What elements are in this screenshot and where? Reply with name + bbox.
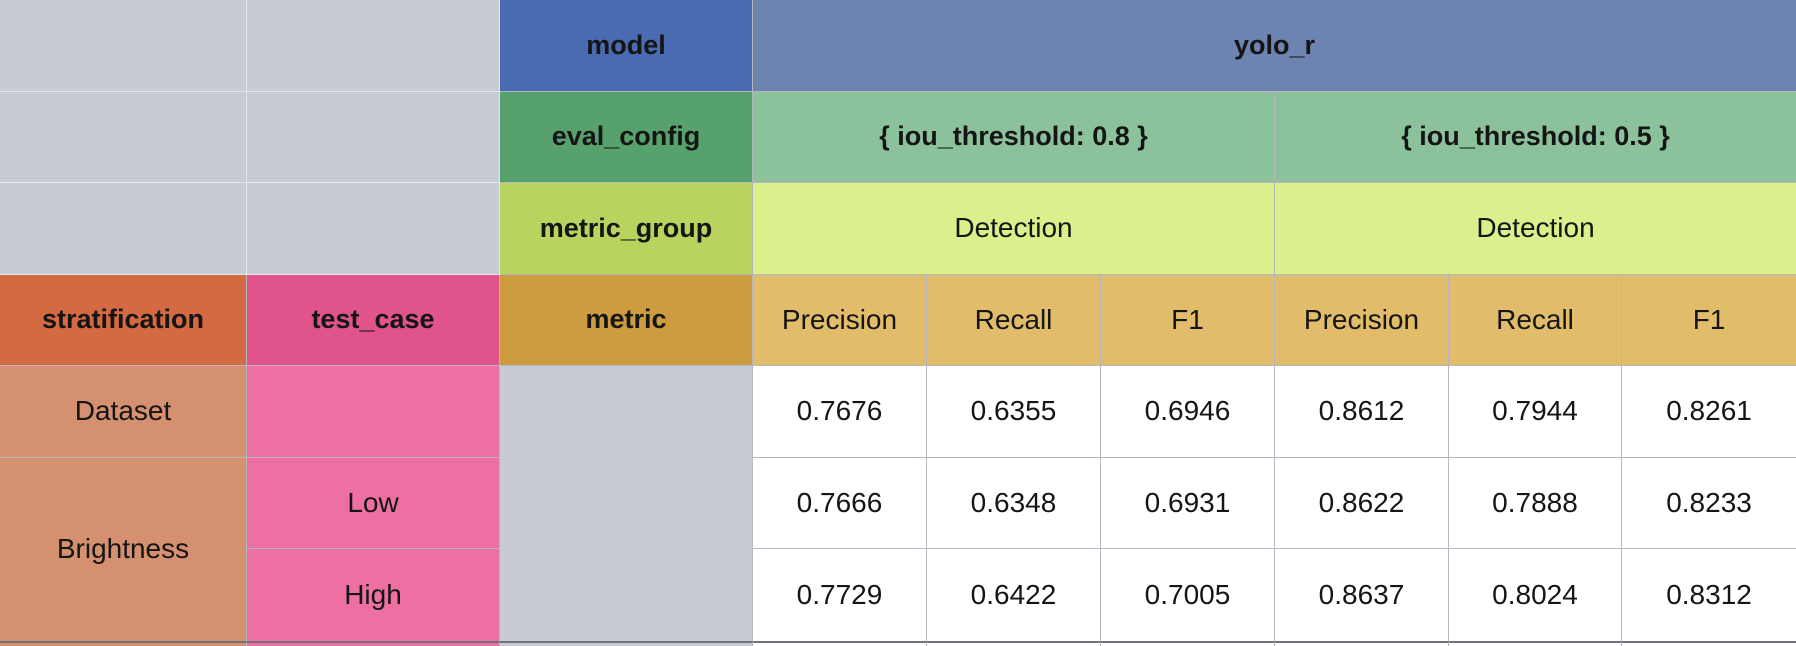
value-cell: 0.8312	[1622, 549, 1796, 641]
metric-group-value-cell: Detection	[1275, 183, 1796, 275]
corner-blank-cell	[247, 91, 500, 183]
test-case-cell: High	[247, 549, 500, 641]
value-cell: 0.7676	[753, 366, 927, 458]
corner-blank-cell	[247, 183, 500, 275]
value-cell: 0.6355	[927, 366, 1101, 458]
value-cell: 0.8024	[1449, 549, 1622, 641]
value-cell: 0.7666	[753, 457, 927, 549]
metric-group-label-cell: metric_group	[500, 183, 753, 275]
metric-column-header: Recall	[927, 274, 1101, 366]
metric-column-header: Precision	[753, 274, 927, 366]
clipped-cell	[500, 640, 753, 646]
eval-config-value-cell: { iou_threshold: 0.5 }	[1275, 91, 1796, 183]
clipped-cell	[927, 640, 1101, 646]
value-cell: 0.8622	[1275, 457, 1449, 549]
value-cell: 0.8612	[1275, 366, 1449, 458]
eval-config-value-cell: { iou_threshold: 0.8 }	[753, 91, 1275, 183]
corner-blank-cell	[0, 91, 247, 183]
corner-blank-cell	[0, 183, 247, 275]
clipped-cell	[247, 640, 500, 646]
value-cell: 0.7005	[1101, 549, 1275, 641]
clipped-cell	[1449, 640, 1622, 646]
value-cell: 0.8637	[1275, 549, 1449, 641]
metric-column-header: Recall	[1449, 274, 1622, 366]
metric-span-cell	[500, 366, 753, 641]
metric-column-header: F1	[1101, 274, 1275, 366]
data-row-dataset: Dataset 0.7676 0.6355 0.6946 0.8612 0.79…	[0, 366, 1796, 641]
clipped-next-row	[0, 640, 1796, 646]
metric-column-header: F1	[1622, 274, 1796, 366]
corner-blank-cell	[247, 0, 500, 92]
data-row-brightness-low: Brightness Low 0.7666 0.6348 0.6931 0.86…	[0, 457, 1796, 641]
metric-header-row: stratification test_case metric Precisio…	[0, 274, 1796, 366]
metric-label-cell: metric	[500, 274, 753, 366]
value-cell: 0.6946	[1101, 366, 1275, 458]
clipped-cell	[0, 640, 247, 646]
metric-group-row: metric_group Detection Detection	[0, 183, 1796, 275]
corner-blank-cell	[0, 0, 247, 92]
value-cell: 0.7888	[1449, 457, 1622, 549]
value-cell: 0.7944	[1449, 366, 1622, 458]
clipped-cell	[753, 640, 927, 646]
clipped-cell	[1275, 640, 1449, 646]
stratification-cell: Dataset	[0, 366, 247, 458]
test-case-header-cell: test_case	[247, 274, 500, 366]
model-value-cell: yolo_r	[753, 0, 1796, 92]
value-cell: 0.8261	[1622, 366, 1796, 458]
metric-column-header: Precision	[1275, 274, 1449, 366]
model-row: model yolo_r	[0, 0, 1796, 92]
stratification-cell: Brightness	[0, 457, 247, 641]
eval-config-row: eval_config { iou_threshold: 0.8 } { iou…	[0, 91, 1796, 183]
model-label-cell: model	[500, 0, 753, 92]
metric-group-value-cell: Detection	[753, 183, 1275, 275]
value-cell: 0.6422	[927, 549, 1101, 641]
value-cell: 0.8233	[1622, 457, 1796, 549]
data-row-brightness-high: High 0.7729 0.6422 0.7005 0.8637 0.8024 …	[0, 549, 1796, 641]
value-cell: 0.7729	[753, 549, 927, 641]
clipped-cell	[1622, 640, 1796, 646]
eval-config-label-cell: eval_config	[500, 91, 753, 183]
stratification-header-cell: stratification	[0, 274, 247, 366]
value-cell: 0.6931	[1101, 457, 1275, 549]
test-case-cell: Low	[247, 457, 500, 549]
test-case-cell	[247, 366, 500, 458]
clipped-cell	[1101, 640, 1275, 646]
value-cell: 0.6348	[927, 457, 1101, 549]
